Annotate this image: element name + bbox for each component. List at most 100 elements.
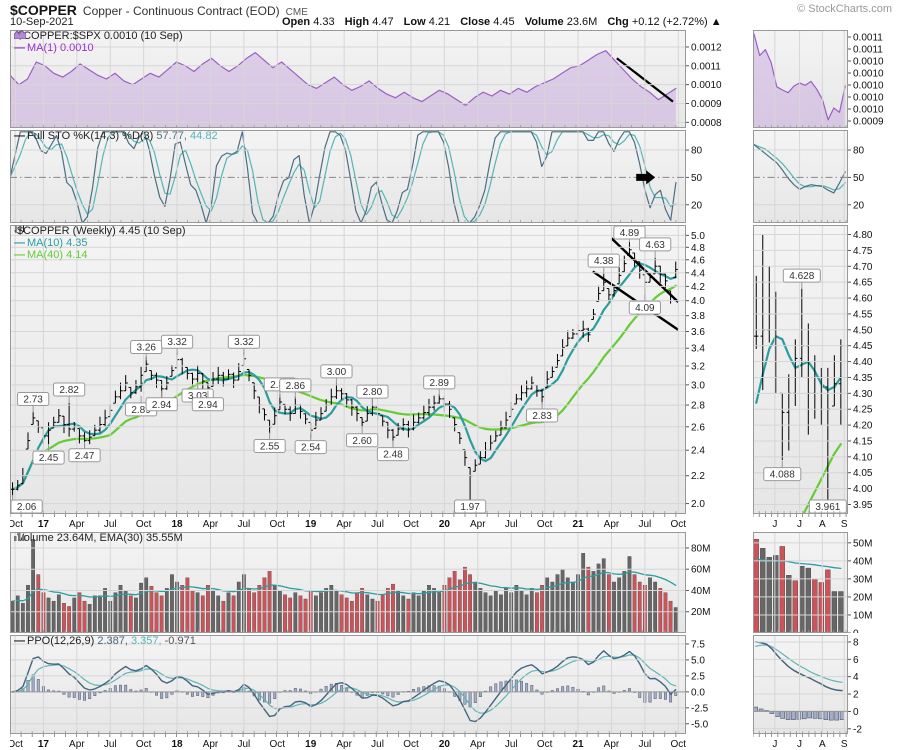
svg-text:3.6: 3.6: [691, 327, 705, 338]
svg-text:Oct: Oct: [537, 519, 553, 530]
svg-text:20M: 20M: [853, 592, 872, 603]
svg-text:20: 20: [691, 200, 703, 211]
svg-text:Jul: Jul: [104, 739, 117, 750]
svg-text:J: J: [797, 739, 802, 750]
mini-stochastic-chart: 80 50 20: [753, 130, 865, 223]
svg-text:0.0008: 0.0008: [691, 118, 722, 128]
svg-text:-5.0: -5.0: [691, 719, 709, 730]
svg-text:3.95: 3.95: [853, 500, 873, 511]
svg-text:Apr: Apr: [69, 519, 85, 530]
svg-text:20: 20: [439, 519, 451, 530]
svg-text:2.6: 2.6: [691, 422, 705, 433]
svg-text:Oct: Oct: [10, 739, 23, 750]
svg-text:Apr: Apr: [203, 519, 219, 530]
ma10-legend: MA(10) 4.35: [27, 237, 88, 249]
svg-text:19: 19: [305, 739, 317, 750]
volume-label: Volume: [524, 16, 564, 28]
svg-text:4.80: 4.80: [853, 230, 873, 241]
svg-text:2.89: 2.89: [430, 378, 450, 389]
stochastic-legend: Full STO %K(14,3) %D(3): [27, 130, 154, 142]
svg-text:Jul: Jul: [371, 739, 384, 750]
svg-text:2.4: 2.4: [691, 446, 705, 457]
svg-text:2.2: 2.2: [691, 471, 705, 482]
svg-text:80M: 80M: [691, 543, 710, 554]
x-axis-labels: Oct 17 Apr Jul Oct 18 Apr Jul Oct 19 Apr Jul Oct 20 Ap…: [10, 734, 687, 750]
svg-text:4.63: 4.63: [645, 240, 665, 251]
chg-label: Chg: [607, 16, 629, 28]
svg-text:A: A: [819, 519, 826, 530]
svg-text:4.60: 4.60: [853, 294, 873, 305]
svg-text:19: 19: [305, 519, 317, 530]
svg-text:A: A: [819, 739, 826, 750]
svg-text:0.0: 0.0: [691, 687, 705, 698]
svg-text:0.0011: 0.0011: [853, 33, 883, 44]
svg-text:Apr: Apr: [470, 519, 486, 530]
svg-text:-2.5: -2.5: [691, 703, 709, 714]
svg-text:S: S: [841, 519, 848, 530]
mini-ratio-panel: 0.0011 0.0011 0.0010 0.0010 0.0010 0.0010 0.00…: [753, 30, 900, 128]
svg-text:50: 50: [691, 173, 703, 184]
svg-text:0.0010: 0.0010: [691, 80, 722, 91]
svg-text:0.0011: 0.0011: [853, 45, 883, 56]
svg-text:2.0: 2.0: [691, 499, 705, 510]
ppo-panel: 7.5 5.0 2.5 0.0 -2.5 -5.0 — PPO(12,26,9) 2.387…: [10, 635, 740, 734]
chart-header: $COPPER Copper - Continuous Contract (EOD…: [0, 0, 900, 30]
svg-text:0.0012: 0.0012: [691, 42, 722, 53]
mini-price-chart: 4.628 4.088 3.961 4.80 4.75 4.70 4.65 4.60 4.55 4…: [753, 225, 873, 514]
svg-text:Apr: Apr: [470, 739, 486, 750]
svg-text:0: 0: [853, 629, 859, 634]
svg-text:8: 8: [853, 637, 859, 648]
svg-text:0.0010: 0.0010: [853, 93, 884, 104]
svg-text:2.86: 2.86: [286, 381, 306, 392]
open-value: 4.33: [313, 16, 335, 28]
svg-text:3.00: 3.00: [327, 367, 347, 378]
svg-text:60M: 60M: [691, 565, 710, 576]
mini-ppo-chart: 8 6 4 2 0 -2: [753, 635, 862, 734]
svg-text:50: 50: [853, 173, 865, 184]
svg-text:2.8: 2.8: [691, 401, 705, 412]
volume-legend: Volume 23.64M, EMA(30) 35.55M: [17, 532, 183, 544]
svg-text:Apr: Apr: [69, 739, 85, 750]
x-axis-main-price: Oct 17 Apr Jul Oct 18 Apr Jul Oct 19 Apr Jul Oct 20 Ap…: [10, 514, 740, 531]
svg-text:3.4: 3.4: [691, 344, 705, 355]
svg-text:Apr: Apr: [336, 519, 352, 530]
ppo-signal-value: 3.357,: [130, 635, 162, 647]
svg-text:80: 80: [853, 146, 865, 157]
copyright: © StockCharts.com: [797, 3, 892, 15]
svg-text:Jul: Jul: [638, 739, 651, 750]
quote-strip: Open 4.33 High 4.47 Low 4.21 Close 4.45 …: [275, 16, 722, 28]
svg-text:2.94: 2.94: [152, 400, 172, 411]
svg-text:3.8: 3.8: [691, 311, 705, 322]
svg-text:0.0010: 0.0010: [853, 69, 884, 80]
change-up-arrow-icon: ▲: [710, 16, 722, 28]
svg-text:0.0010: 0.0010: [853, 105, 884, 116]
svg-text:0.0010: 0.0010: [853, 57, 884, 68]
svg-text:Oct: Oct: [671, 519, 687, 530]
svg-text:5.0: 5.0: [691, 655, 705, 666]
svg-text:20M: 20M: [691, 607, 710, 618]
low-value: 4.21: [428, 16, 451, 28]
svg-text:4.088: 4.088: [770, 470, 795, 481]
svg-text:4.40: 4.40: [853, 357, 873, 368]
svg-text:Oct: Oct: [537, 739, 553, 750]
svg-text:Oct: Oct: [270, 519, 286, 530]
symbol-name: Copper - Continuous Contract (EOD): [82, 4, 280, 18]
svg-text:17: 17: [38, 739, 50, 750]
close-value: 4.45: [493, 16, 515, 28]
ppo-hist-value: -0.971: [164, 635, 196, 647]
svg-text:J: J: [797, 519, 802, 530]
svg-text:Oct: Oct: [671, 739, 687, 750]
svg-text:4.4: 4.4: [691, 268, 705, 279]
svg-text:2.73: 2.73: [23, 394, 43, 405]
svg-text:4.09: 4.09: [635, 303, 655, 314]
svg-text:30M: 30M: [853, 574, 872, 585]
svg-text:2.60: 2.60: [352, 436, 372, 447]
ratio-chart: 0.0012 0.0011 0.0010 0.0009 0.0008: [10, 30, 722, 128]
svg-text:Jul: Jul: [371, 519, 384, 530]
svg-text:4.38: 4.38: [594, 256, 614, 267]
svg-text:18: 18: [172, 519, 184, 530]
svg-text:Oct: Oct: [270, 739, 286, 750]
svg-text:4: 4: [853, 672, 859, 683]
svg-text:Oct: Oct: [136, 739, 152, 750]
